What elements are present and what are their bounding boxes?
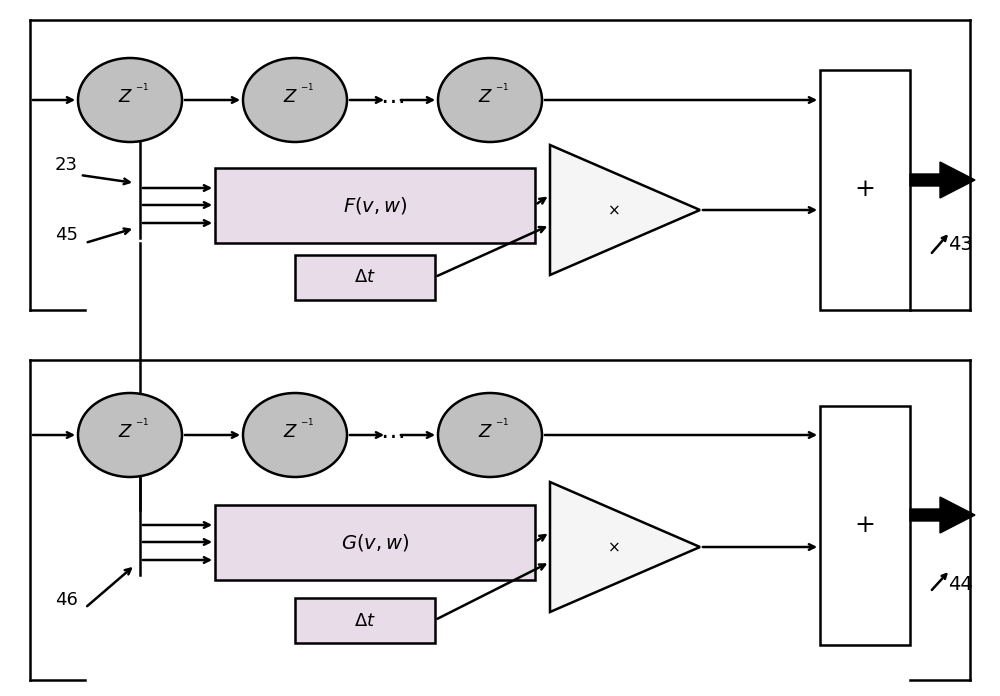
Text: 45: 45 [55, 226, 78, 244]
Bar [295, 255, 435, 300]
Text: 23: 23 [55, 156, 78, 174]
Bar [295, 598, 435, 643]
Text: $\cdots$: $\cdots$ [380, 423, 404, 447]
Ellipse shape [243, 393, 347, 477]
Bar [820, 70, 910, 310]
Text: $\Delta t$: $\Delta t$ [354, 269, 376, 287]
Text: $\times$: $\times$ [607, 203, 620, 217]
Polygon shape [550, 482, 700, 612]
Ellipse shape [243, 58, 347, 142]
Text: $Z$: $Z$ [118, 88, 134, 106]
Text: $\times$: $\times$ [607, 539, 620, 555]
Text: $G(v, w)$: $G(v, w)$ [341, 532, 409, 553]
Text: $Z$: $Z$ [478, 423, 494, 441]
Text: $^{-1}$: $^{-1}$ [300, 84, 314, 97]
Text: $F(v, w)$: $F(v, w)$ [343, 195, 407, 216]
Ellipse shape [438, 393, 542, 477]
Text: $\cdots$: $\cdots$ [380, 88, 404, 112]
Polygon shape [910, 497, 975, 533]
Text: $^{-1}$: $^{-1}$ [135, 84, 149, 97]
Ellipse shape [78, 393, 182, 477]
Text: $Z$: $Z$ [283, 423, 299, 441]
Text: 43: 43 [948, 235, 973, 255]
Text: $^{-1}$: $^{-1}$ [135, 418, 149, 432]
Text: $^{-1}$: $^{-1}$ [300, 418, 314, 432]
Ellipse shape [78, 58, 182, 142]
Bar [215, 505, 535, 580]
Ellipse shape [438, 58, 542, 142]
Text: $Z$: $Z$ [478, 88, 494, 106]
Text: 44: 44 [948, 576, 973, 594]
Text: $Z$: $Z$ [283, 88, 299, 106]
Text: $^{-1}$: $^{-1}$ [495, 84, 509, 97]
Polygon shape [910, 162, 975, 198]
Text: $^{-1}$: $^{-1}$ [495, 418, 509, 432]
Text: $Z$: $Z$ [118, 423, 134, 441]
Text: +: + [854, 178, 876, 202]
Text: $\Delta t$: $\Delta t$ [354, 612, 376, 629]
Polygon shape [550, 145, 700, 275]
Text: 46: 46 [55, 591, 78, 609]
Bar [215, 168, 535, 243]
Text: +: + [854, 514, 876, 537]
Bar [820, 406, 910, 645]
